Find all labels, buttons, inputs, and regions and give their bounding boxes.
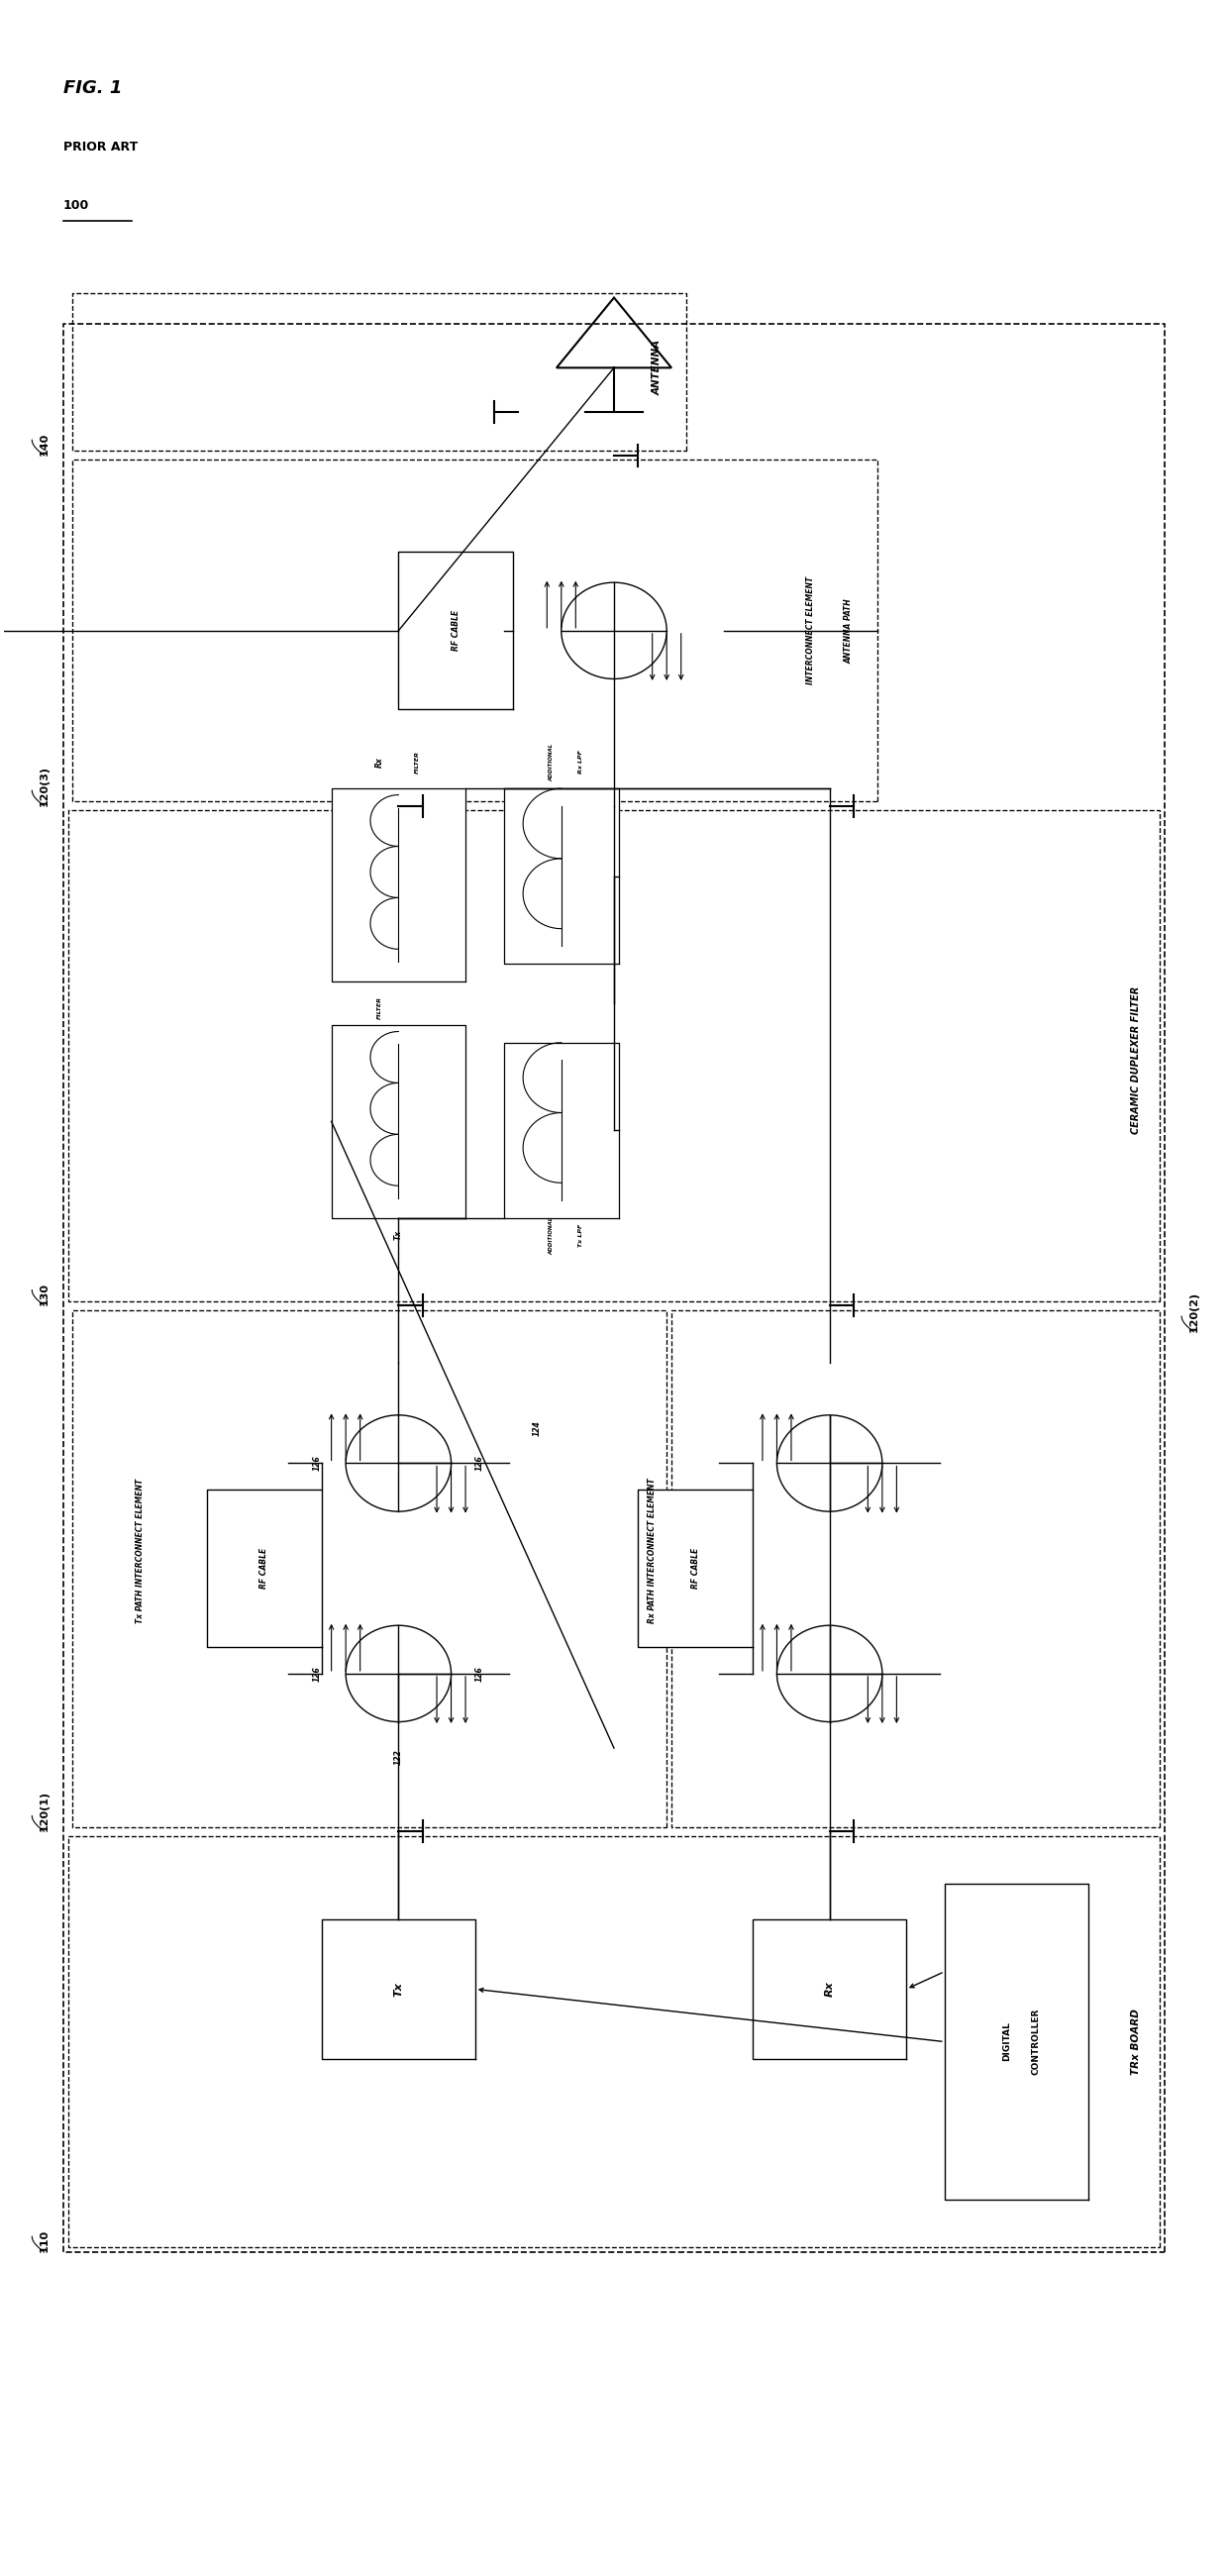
Polygon shape	[672, 1311, 1160, 1826]
Polygon shape	[944, 1883, 1088, 2200]
Polygon shape	[503, 788, 619, 963]
Polygon shape	[68, 1837, 1160, 2249]
Polygon shape	[72, 1311, 667, 1826]
Text: RF CABLE: RF CABLE	[691, 1548, 700, 1589]
Text: INTERCONNECT ELEMENT: INTERCONNECT ELEMENT	[806, 577, 815, 685]
Text: Tx: Tx	[393, 1981, 404, 1996]
Text: FILTER: FILTER	[377, 997, 382, 1020]
Text: DIGITAL: DIGITAL	[1002, 2022, 1011, 2061]
Polygon shape	[68, 811, 1160, 1301]
Text: 140: 140	[39, 433, 49, 456]
Text: RF CABLE: RF CABLE	[260, 1548, 269, 1589]
Text: 120(3): 120(3)	[39, 765, 49, 806]
Text: Tx LPF: Tx LPF	[578, 1224, 583, 1247]
Text: ADDITIONAL: ADDITIONAL	[549, 744, 554, 781]
Polygon shape	[398, 551, 513, 708]
Text: 126: 126	[475, 1667, 484, 1682]
Polygon shape	[206, 1489, 322, 1646]
Text: ANTENNA: ANTENNA	[652, 340, 662, 397]
Text: 124: 124	[533, 1419, 542, 1435]
Polygon shape	[639, 1489, 753, 1646]
Text: FIG. 1: FIG. 1	[63, 80, 122, 98]
Text: ANTENNA PATH: ANTENNA PATH	[845, 598, 853, 662]
Text: CONTROLLER: CONTROLLER	[1032, 2009, 1040, 2076]
Text: 120(2): 120(2)	[1189, 1291, 1199, 1332]
Text: 126: 126	[313, 1455, 322, 1471]
Text: Tx PATH INTERCONNECT ELEMENT: Tx PATH INTERCONNECT ELEMENT	[135, 1479, 144, 1623]
Text: CERAMIC DUPLEXER FILTER: CERAMIC DUPLEXER FILTER	[1131, 987, 1141, 1133]
Text: TRx BOARD: TRx BOARD	[1131, 2009, 1141, 2074]
Polygon shape	[63, 325, 1165, 2251]
Text: ADDITIONAL: ADDITIONAL	[549, 1216, 554, 1255]
Text: 130: 130	[39, 1283, 49, 1306]
Polygon shape	[753, 1919, 906, 2058]
Text: FILTER: FILTER	[415, 750, 420, 773]
Text: RF CABLE: RF CABLE	[452, 611, 460, 652]
Polygon shape	[322, 1919, 475, 2058]
Polygon shape	[332, 788, 465, 981]
Polygon shape	[332, 1025, 465, 1218]
Text: 120(1): 120(1)	[39, 1790, 49, 1832]
Text: Rx: Rx	[824, 1981, 835, 1996]
Text: 122: 122	[394, 1749, 403, 1765]
Text: 110: 110	[39, 2228, 49, 2251]
Polygon shape	[503, 1043, 619, 1218]
Text: Tx: Tx	[394, 1231, 403, 1242]
Text: 126: 126	[313, 1667, 322, 1682]
Text: 126: 126	[475, 1455, 484, 1471]
Text: 100: 100	[63, 198, 90, 211]
Polygon shape	[72, 459, 878, 801]
Text: PRIOR ART: PRIOR ART	[63, 142, 138, 155]
Text: Rx PATH INTERCONNECT ELEMENT: Rx PATH INTERCONNECT ELEMENT	[648, 1479, 657, 1623]
Text: Rx: Rx	[375, 757, 383, 768]
Polygon shape	[72, 294, 686, 451]
Text: Rx LPF: Rx LPF	[578, 750, 583, 773]
